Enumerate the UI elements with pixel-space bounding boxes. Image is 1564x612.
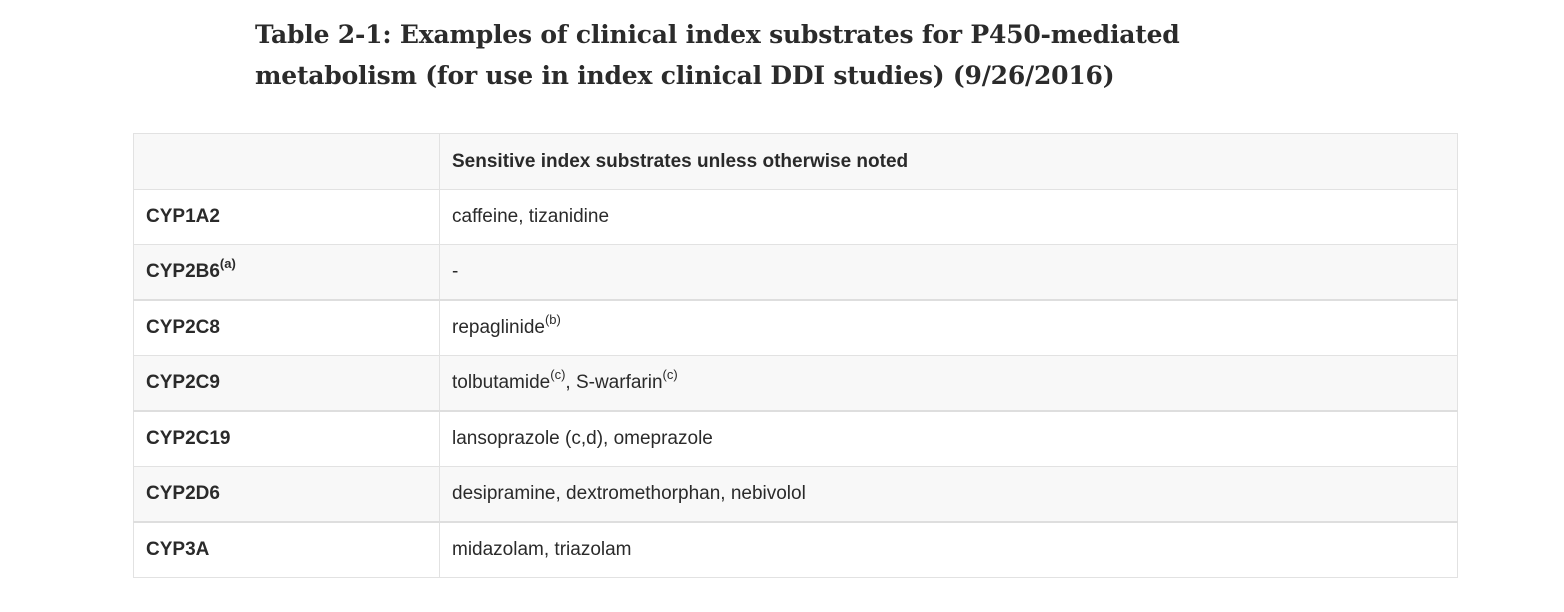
substrates-cell: midazolam, triazolam xyxy=(439,521,1458,578)
substrate-text: , S-warfarin xyxy=(565,372,663,393)
table-header-row: Sensitive index substrates unless otherw… xyxy=(133,133,1458,190)
enzyme-cell: CYP1A2 xyxy=(133,189,440,245)
enzyme-cell: CYP2C9 xyxy=(133,355,440,412)
substrates-cell: caffeine, tizanidine xyxy=(439,189,1458,245)
footnote-marker: (a) xyxy=(219,255,236,271)
table-row: CYP2C19 lansoprazole (c,d), omeprazole xyxy=(133,410,1458,467)
enzyme-cell: CYP2D6 xyxy=(133,466,440,523)
enzyme-cell: CYP2C19 xyxy=(133,410,440,467)
table-row: CYP1A2 caffeine, tizanidine xyxy=(133,189,1458,245)
substrates-cell: repaglinide(b) xyxy=(439,299,1458,356)
table-title: Table 2-1: Examples of clinical index su… xyxy=(255,20,1180,90)
enzyme-name: CYP3A xyxy=(146,539,210,560)
footnote-marker: (b) xyxy=(544,311,561,327)
table-row: CYP2C8 repaglinide(b) xyxy=(133,299,1458,356)
footnote-marker: (c) xyxy=(662,366,678,382)
enzyme-name: CYP2C19 xyxy=(146,428,231,449)
substrate-text: midazolam, triazolam xyxy=(452,539,632,560)
substrates-cell: lansoprazole (c,d), omeprazole xyxy=(439,410,1458,467)
header-enzyme xyxy=(133,133,440,190)
enzyme-name: CYP2C9 xyxy=(146,372,220,393)
enzyme-cell: CYP2B6(a) xyxy=(133,244,440,301)
enzyme-name: CYP2C8 xyxy=(146,317,220,338)
header-substrates: Sensitive index substrates unless otherw… xyxy=(439,133,1458,190)
substrates-cell: tolbutamide(c), S-warfarin(c) xyxy=(439,355,1458,412)
table-row: CYP2B6(a) - xyxy=(133,244,1458,301)
enzyme-name: CYP2B6 xyxy=(146,261,220,282)
substrates-cell: desipramine, dextromethorphan, nebivolol xyxy=(439,466,1458,523)
substrate-text: - xyxy=(452,261,459,282)
substrates-table: Sensitive index substrates unless otherw… xyxy=(133,133,1458,578)
substrate-text: repaglinide xyxy=(452,317,545,338)
enzyme-cell: CYP2C8 xyxy=(133,299,440,356)
enzyme-cell: CYP3A xyxy=(133,521,440,578)
footnote-marker: (c) xyxy=(550,366,566,382)
substrate-text: lansoprazole (c,d), omeprazole xyxy=(452,428,713,449)
table-row: CYP2C9 tolbutamide(c), S-warfarin(c) xyxy=(133,355,1458,412)
table-row: CYP3A midazolam, triazolam xyxy=(133,521,1458,578)
substrates-cell: - xyxy=(439,244,1458,301)
enzyme-name: CYP1A2 xyxy=(146,206,220,227)
substrate-text: tolbutamide xyxy=(452,372,551,393)
substrate-text: caffeine, tizanidine xyxy=(452,206,610,227)
table-row: CYP2D6 desipramine, dextromethorphan, ne… xyxy=(133,466,1458,523)
enzyme-name: CYP2D6 xyxy=(146,483,220,504)
substrate-text: desipramine, dextromethorphan, nebivolol xyxy=(452,483,806,504)
